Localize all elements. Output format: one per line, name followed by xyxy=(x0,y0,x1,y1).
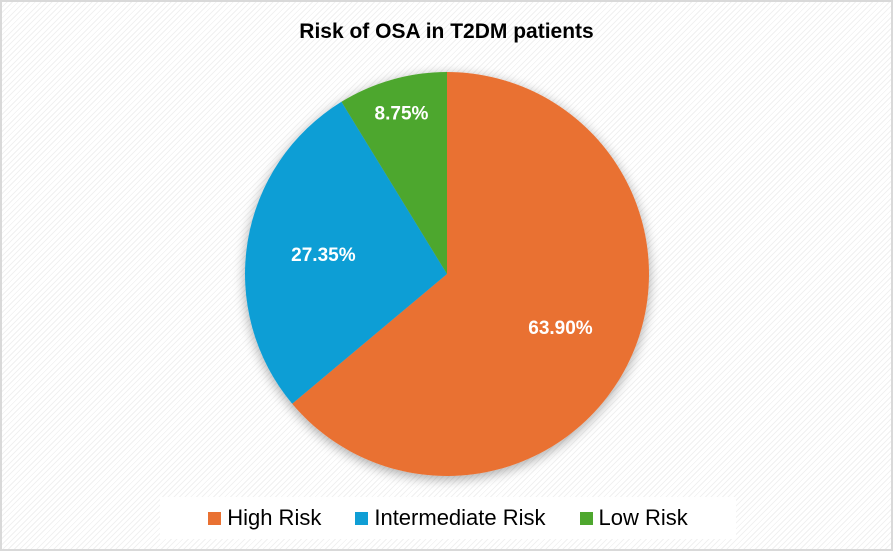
pie-slice-low-risk xyxy=(341,72,447,274)
legend-item: High Risk xyxy=(208,505,321,531)
chart-title: Risk of OSA in T2DM patients xyxy=(299,20,594,43)
pie-slice-high-risk xyxy=(292,72,650,476)
legend-swatch xyxy=(579,511,593,525)
data-label: 63.90% xyxy=(528,318,593,339)
legend-label: Low Risk xyxy=(598,505,688,530)
data-label: 27.35% xyxy=(291,245,356,266)
data-label: 8.75% xyxy=(375,104,429,125)
legend-swatch xyxy=(208,511,222,525)
legend-label: High Risk xyxy=(227,505,322,530)
legend-swatch xyxy=(355,511,369,525)
legend-item: Intermediate Risk xyxy=(355,505,546,531)
legend: High Risk Intermediate Risk Low Risk xyxy=(160,497,736,539)
pie-slice-intermediate-risk xyxy=(244,101,447,404)
legend-item: Low Risk xyxy=(579,505,688,531)
legend-label: Intermediate Risk xyxy=(374,505,546,530)
